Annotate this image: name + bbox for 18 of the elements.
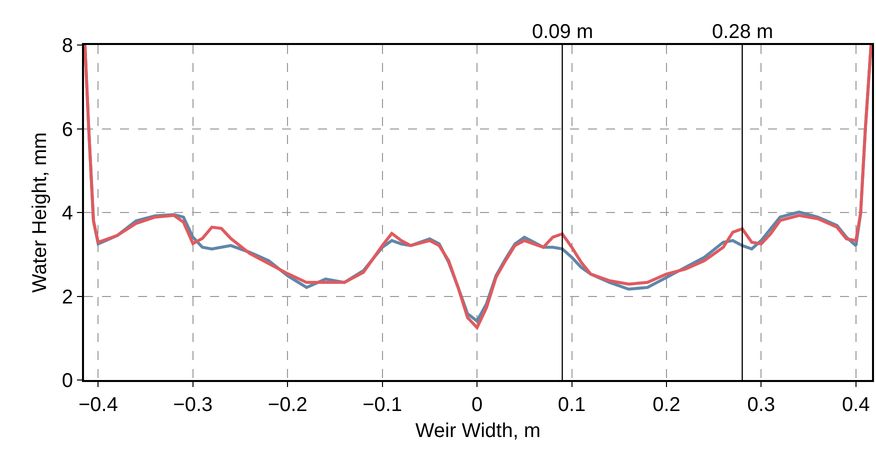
- y-tick-label: 0: [62, 370, 73, 392]
- x-tick-label: 0.2: [652, 394, 680, 416]
- y-tick-label: 8: [62, 35, 73, 57]
- y-axis-title: Water Height, mm: [28, 132, 51, 293]
- x-tick-label: −0.1: [362, 394, 402, 416]
- x-tick-label: 0.4: [842, 394, 870, 416]
- x-tick-label: −0.4: [78, 394, 118, 416]
- x-tick-label: 0: [471, 394, 483, 416]
- x-tick-label: −0.2: [268, 394, 308, 416]
- x-tick-label: 0.1: [558, 394, 586, 416]
- y-tick-label: 6: [62, 118, 73, 141]
- y-tick-label: 4: [62, 202, 73, 224]
- ref-line-label: 0.28 m: [712, 21, 774, 43]
- ref-line-label: 0.09 m: [532, 21, 594, 43]
- y-tick-label: 2: [62, 286, 73, 308]
- x-tick-label: −0.3: [173, 394, 213, 416]
- x-axis-title: Weir Width, m: [415, 420, 541, 442]
- x-tick-label: 0.3: [747, 394, 776, 416]
